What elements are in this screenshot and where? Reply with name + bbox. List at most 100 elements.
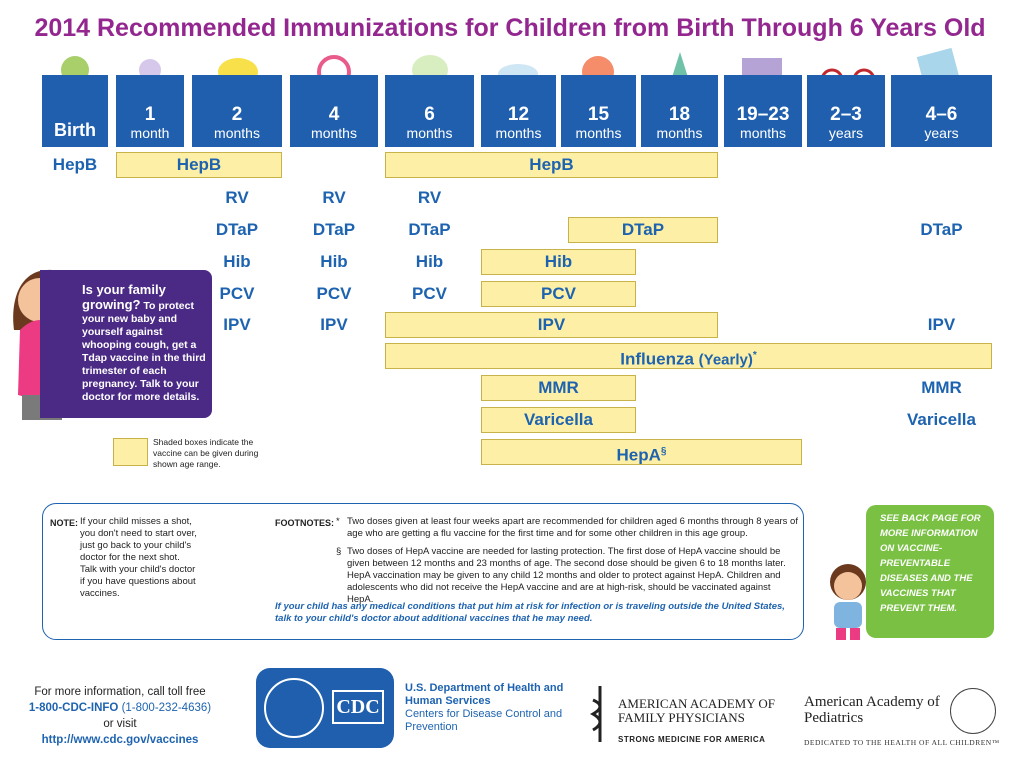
aafp-icon	[589, 686, 602, 742]
age-unit: month	[130, 125, 170, 141]
vaccine-range: HepB	[385, 152, 718, 178]
vaccine-text: PCV	[412, 284, 447, 303]
age-header: 6 months	[385, 75, 474, 147]
vaccine-text: IPV	[320, 315, 348, 334]
vaccine-range: MMR	[481, 375, 636, 401]
vaccine-text: RV	[225, 188, 249, 207]
vaccine-text: MMR	[921, 378, 962, 397]
side-note: See back page for more information on va…	[880, 513, 981, 614]
cdc-name: Centers for Disease Control and Preventi…	[405, 708, 563, 733]
callout-heading: Is your family growing?	[82, 282, 166, 312]
age-header: 18 months	[641, 75, 718, 147]
legend-text: Shaded boxes indicate the vaccine can be…	[153, 437, 259, 469]
vaccine-text: DTaP	[408, 220, 451, 239]
hhs: U.S. Department of Health and Human Serv…	[405, 682, 565, 734]
vaccine-range: PCV	[481, 281, 636, 307]
vaccine-range: Varicella	[481, 407, 636, 433]
age-unit: months	[656, 125, 703, 141]
callout: Is your family growing? To protect your …	[82, 283, 208, 404]
vaccine-range: HepA§	[481, 439, 802, 465]
age-number: 15	[587, 104, 610, 125]
age-header: 2 months	[192, 75, 282, 147]
vaccine-text: Hib	[223, 252, 251, 271]
notes-box	[42, 503, 804, 640]
callout-box	[40, 270, 212, 418]
vaccine-name: HepA	[616, 445, 661, 465]
footnotes-label: FOOTNOTES:	[275, 518, 334, 528]
or-text: or visit	[103, 718, 137, 730]
footnote-mark: §	[660, 446, 667, 457]
vaccine-text: RV	[417, 188, 442, 207]
callout-body: To protect your new baby and yourself ag…	[82, 300, 206, 403]
vaccine-text: Varicella	[906, 410, 976, 429]
vaccine-text: DTaP	[312, 220, 356, 239]
legend-swatch	[113, 438, 148, 466]
hhs-seal	[264, 678, 324, 738]
vaccine-note: (Yearly)	[698, 351, 753, 369]
age-number: 4–6	[925, 104, 958, 125]
vaccine-range: IPV	[385, 312, 718, 338]
vaccine-text: IPV	[223, 315, 251, 334]
footnote-text: Two doses of HepA vaccine are needed for…	[347, 546, 786, 605]
age-number: 6	[424, 104, 435, 125]
age-header: 12 months	[481, 75, 556, 147]
call-text: For more information, call toll free	[34, 686, 206, 698]
age-number: 2	[231, 104, 243, 125]
age-unit: months	[740, 125, 786, 141]
vaccine-range: HepB	[116, 152, 282, 178]
vaccine-text: Hib	[320, 252, 348, 271]
age-unit: years	[828, 125, 864, 141]
age-header: 19–23 months	[724, 75, 802, 147]
phone-alt: (1-800-232-4636)	[121, 702, 212, 714]
contact: For more information, call toll free 1-8…	[20, 684, 220, 748]
age-header: 2–3 years	[807, 75, 885, 147]
age-unit: months	[214, 125, 260, 141]
vaccine-text: PCV	[219, 284, 255, 303]
footnotes-closing: If your child has any medical conditions…	[275, 601, 785, 624]
age-header: 4–6 years	[891, 75, 992, 147]
side-note-box	[866, 505, 994, 638]
age-unit: months	[406, 125, 453, 141]
footnote-mark: *	[752, 350, 757, 361]
note-text: If your child misses a shot, you don't n…	[80, 516, 197, 599]
age-label: Birth	[54, 120, 96, 140]
age-number: 18	[668, 104, 691, 125]
cdc-logo: CDC	[256, 668, 394, 748]
age-number: 19–23	[736, 104, 790, 125]
vaccine-range: Influenza (Yearly)*	[385, 343, 992, 369]
age-unit: months	[495, 125, 542, 141]
vaccine-range: DTaP	[568, 217, 718, 243]
vaccine-range: Hib	[481, 249, 636, 275]
aap-tag: DEDICATED TO THE HEALTH OF ALL CHILDREN™	[804, 738, 1000, 747]
cdc-mark: CDC	[332, 690, 384, 724]
age-header: Birth	[42, 75, 108, 147]
vaccine-text: HepB	[52, 155, 98, 174]
aap-name: American Academy of Pediatrics	[804, 694, 940, 726]
age-header: 15 months	[561, 75, 636, 147]
footnote-text: Two doses given at least four weeks apar…	[347, 516, 798, 539]
girl-illustration	[830, 564, 866, 640]
vaccine-text: Hib	[415, 252, 444, 271]
vaccine-name: Influenza	[620, 349, 694, 369]
vaccine-text: RV	[322, 188, 346, 207]
vaccine-text: DTaP	[920, 220, 963, 239]
vaccine-text: IPV	[927, 315, 956, 334]
vaccine-text: DTaP	[215, 220, 259, 239]
note-label: NOTE:	[50, 518, 78, 528]
aap-seal	[950, 688, 996, 734]
url: http://www.cdc.gov/vaccines	[41, 734, 199, 746]
age-header: 4 months	[290, 75, 378, 147]
footnote-mark: §	[336, 546, 342, 557]
phone: 1-800-CDC-INFO	[28, 702, 119, 714]
vaccine-text: PCV	[316, 284, 352, 303]
age-number: 2–3	[830, 104, 862, 125]
age-unit: months	[575, 125, 622, 141]
aafp-name: AMERICAN ACADEMY OF FAMILY PHYSICIANS	[618, 696, 775, 725]
title: 2014 Recommended Immunizations for Child…	[34, 14, 986, 42]
age-number: 4	[328, 104, 340, 125]
age-number: 1	[144, 104, 156, 125]
age-unit: years	[924, 125, 959, 141]
aafp-tag: STRONG MEDICINE FOR AMERICA	[618, 735, 766, 744]
age-unit: months	[311, 125, 357, 141]
